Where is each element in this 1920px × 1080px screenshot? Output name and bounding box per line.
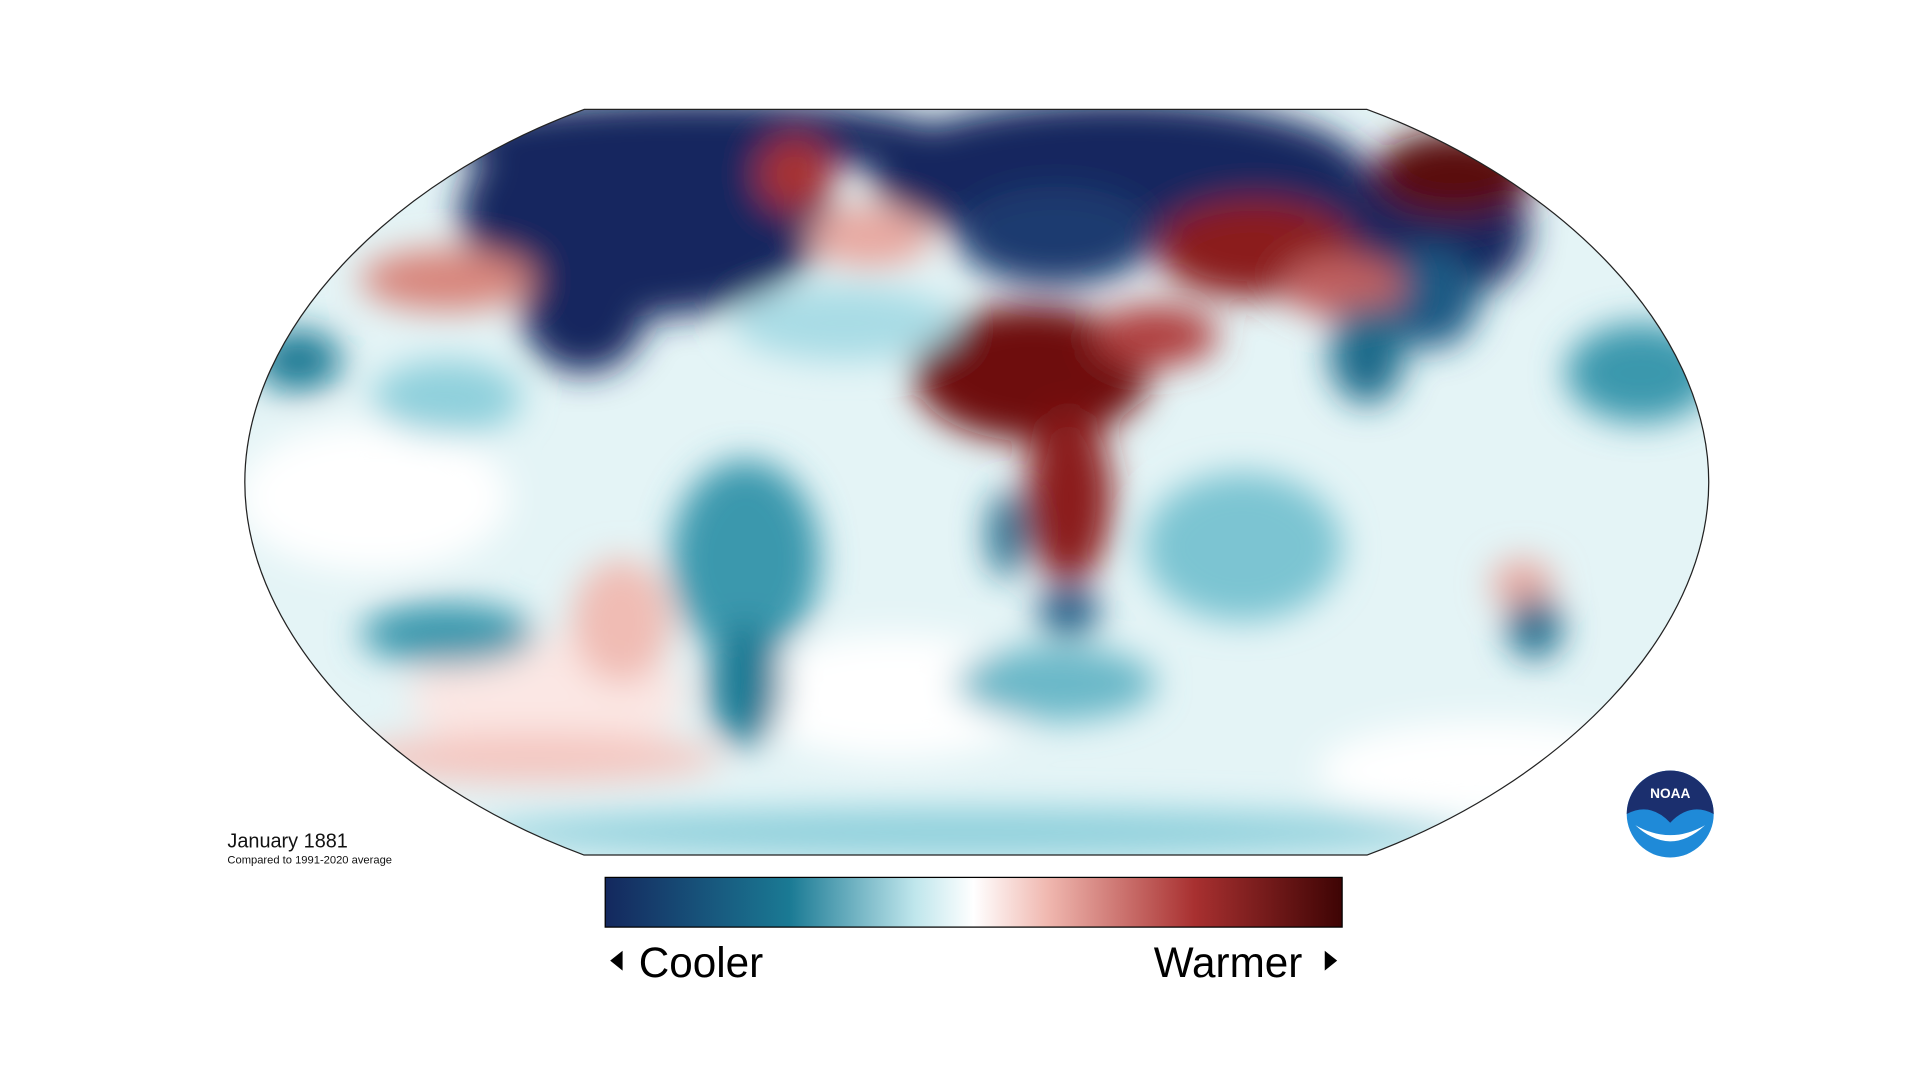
- arrow-left: [610, 950, 623, 971]
- color-bar: [604, 876, 1343, 928]
- legend-low: Cooler: [639, 939, 763, 986]
- map-outline: [244, 108, 1710, 856]
- legend-high: Warmer: [1154, 939, 1303, 986]
- arrow-right: [1324, 950, 1338, 971]
- noaa-logo: NOAA: [1626, 770, 1714, 858]
- map-title: January 1881: [227, 831, 347, 853]
- logo-text: NOAA: [1650, 786, 1690, 801]
- anomaly-map: [244, 109, 1709, 856]
- map-subtitle: Compared to 1991-2020 average: [227, 855, 392, 867]
